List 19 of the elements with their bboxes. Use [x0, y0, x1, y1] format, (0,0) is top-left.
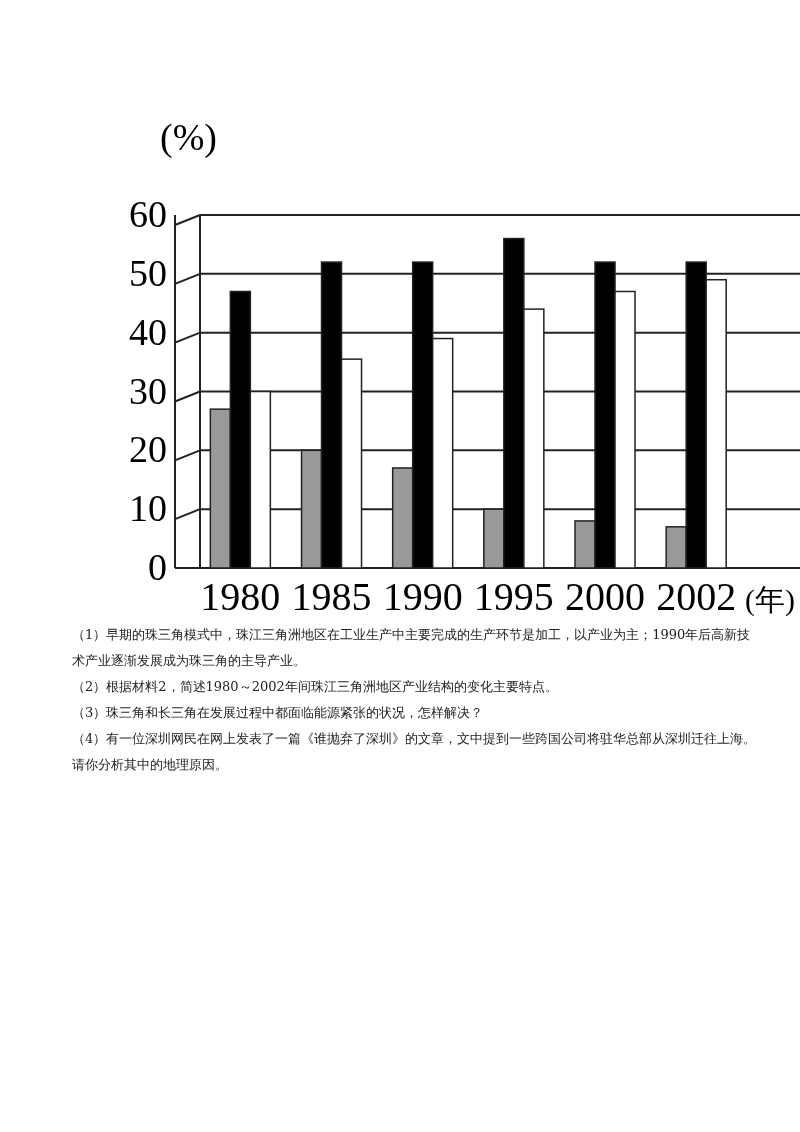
y-tick-label: 0	[148, 546, 167, 588]
x-tick-label: 1995	[473, 574, 554, 619]
x-tick-label: 1990	[382, 574, 463, 619]
x-tick-label: 1980	[200, 574, 281, 619]
x-tick-label: 1985	[291, 574, 372, 619]
text: （3）珠三角和长三角在发展过程中都面临能源紧张的状况，怎样解决？	[72, 704, 485, 722]
y-tick-label: 10	[129, 487, 167, 530]
x-tick-label: 2000	[565, 574, 646, 619]
y-tick-label: 40	[129, 310, 167, 353]
y-tick-label: 60	[129, 193, 167, 235]
y-tick-label: 20	[129, 428, 167, 471]
text: （2）根据材料2，简述1980～2002年间珠江三角洲地区产业结构的变化主要特点。	[72, 678, 559, 696]
y-tick-label: 50	[129, 251, 167, 294]
y-axis-title: (%)	[160, 116, 217, 159]
text: （4）有一位深圳网民在网上发表了一篇《谁抛弃了深圳》的文章，文中提到一些跨国公司将驻华总部从深圳迁往上海。请你分析其中的地理原因。	[72, 730, 758, 774]
text: （1）早期的珠三角模式中，珠江三角洲地区在工业生产中主要完成的生产环节是加工，以产业为主；1990年后高新技术产业逐渐发展成为珠三角的主导产业。	[72, 626, 752, 670]
x-tick-label: 2002	[656, 574, 737, 619]
y-tick-label: 30	[129, 369, 167, 412]
x-axis-title: (年)	[745, 583, 795, 617]
